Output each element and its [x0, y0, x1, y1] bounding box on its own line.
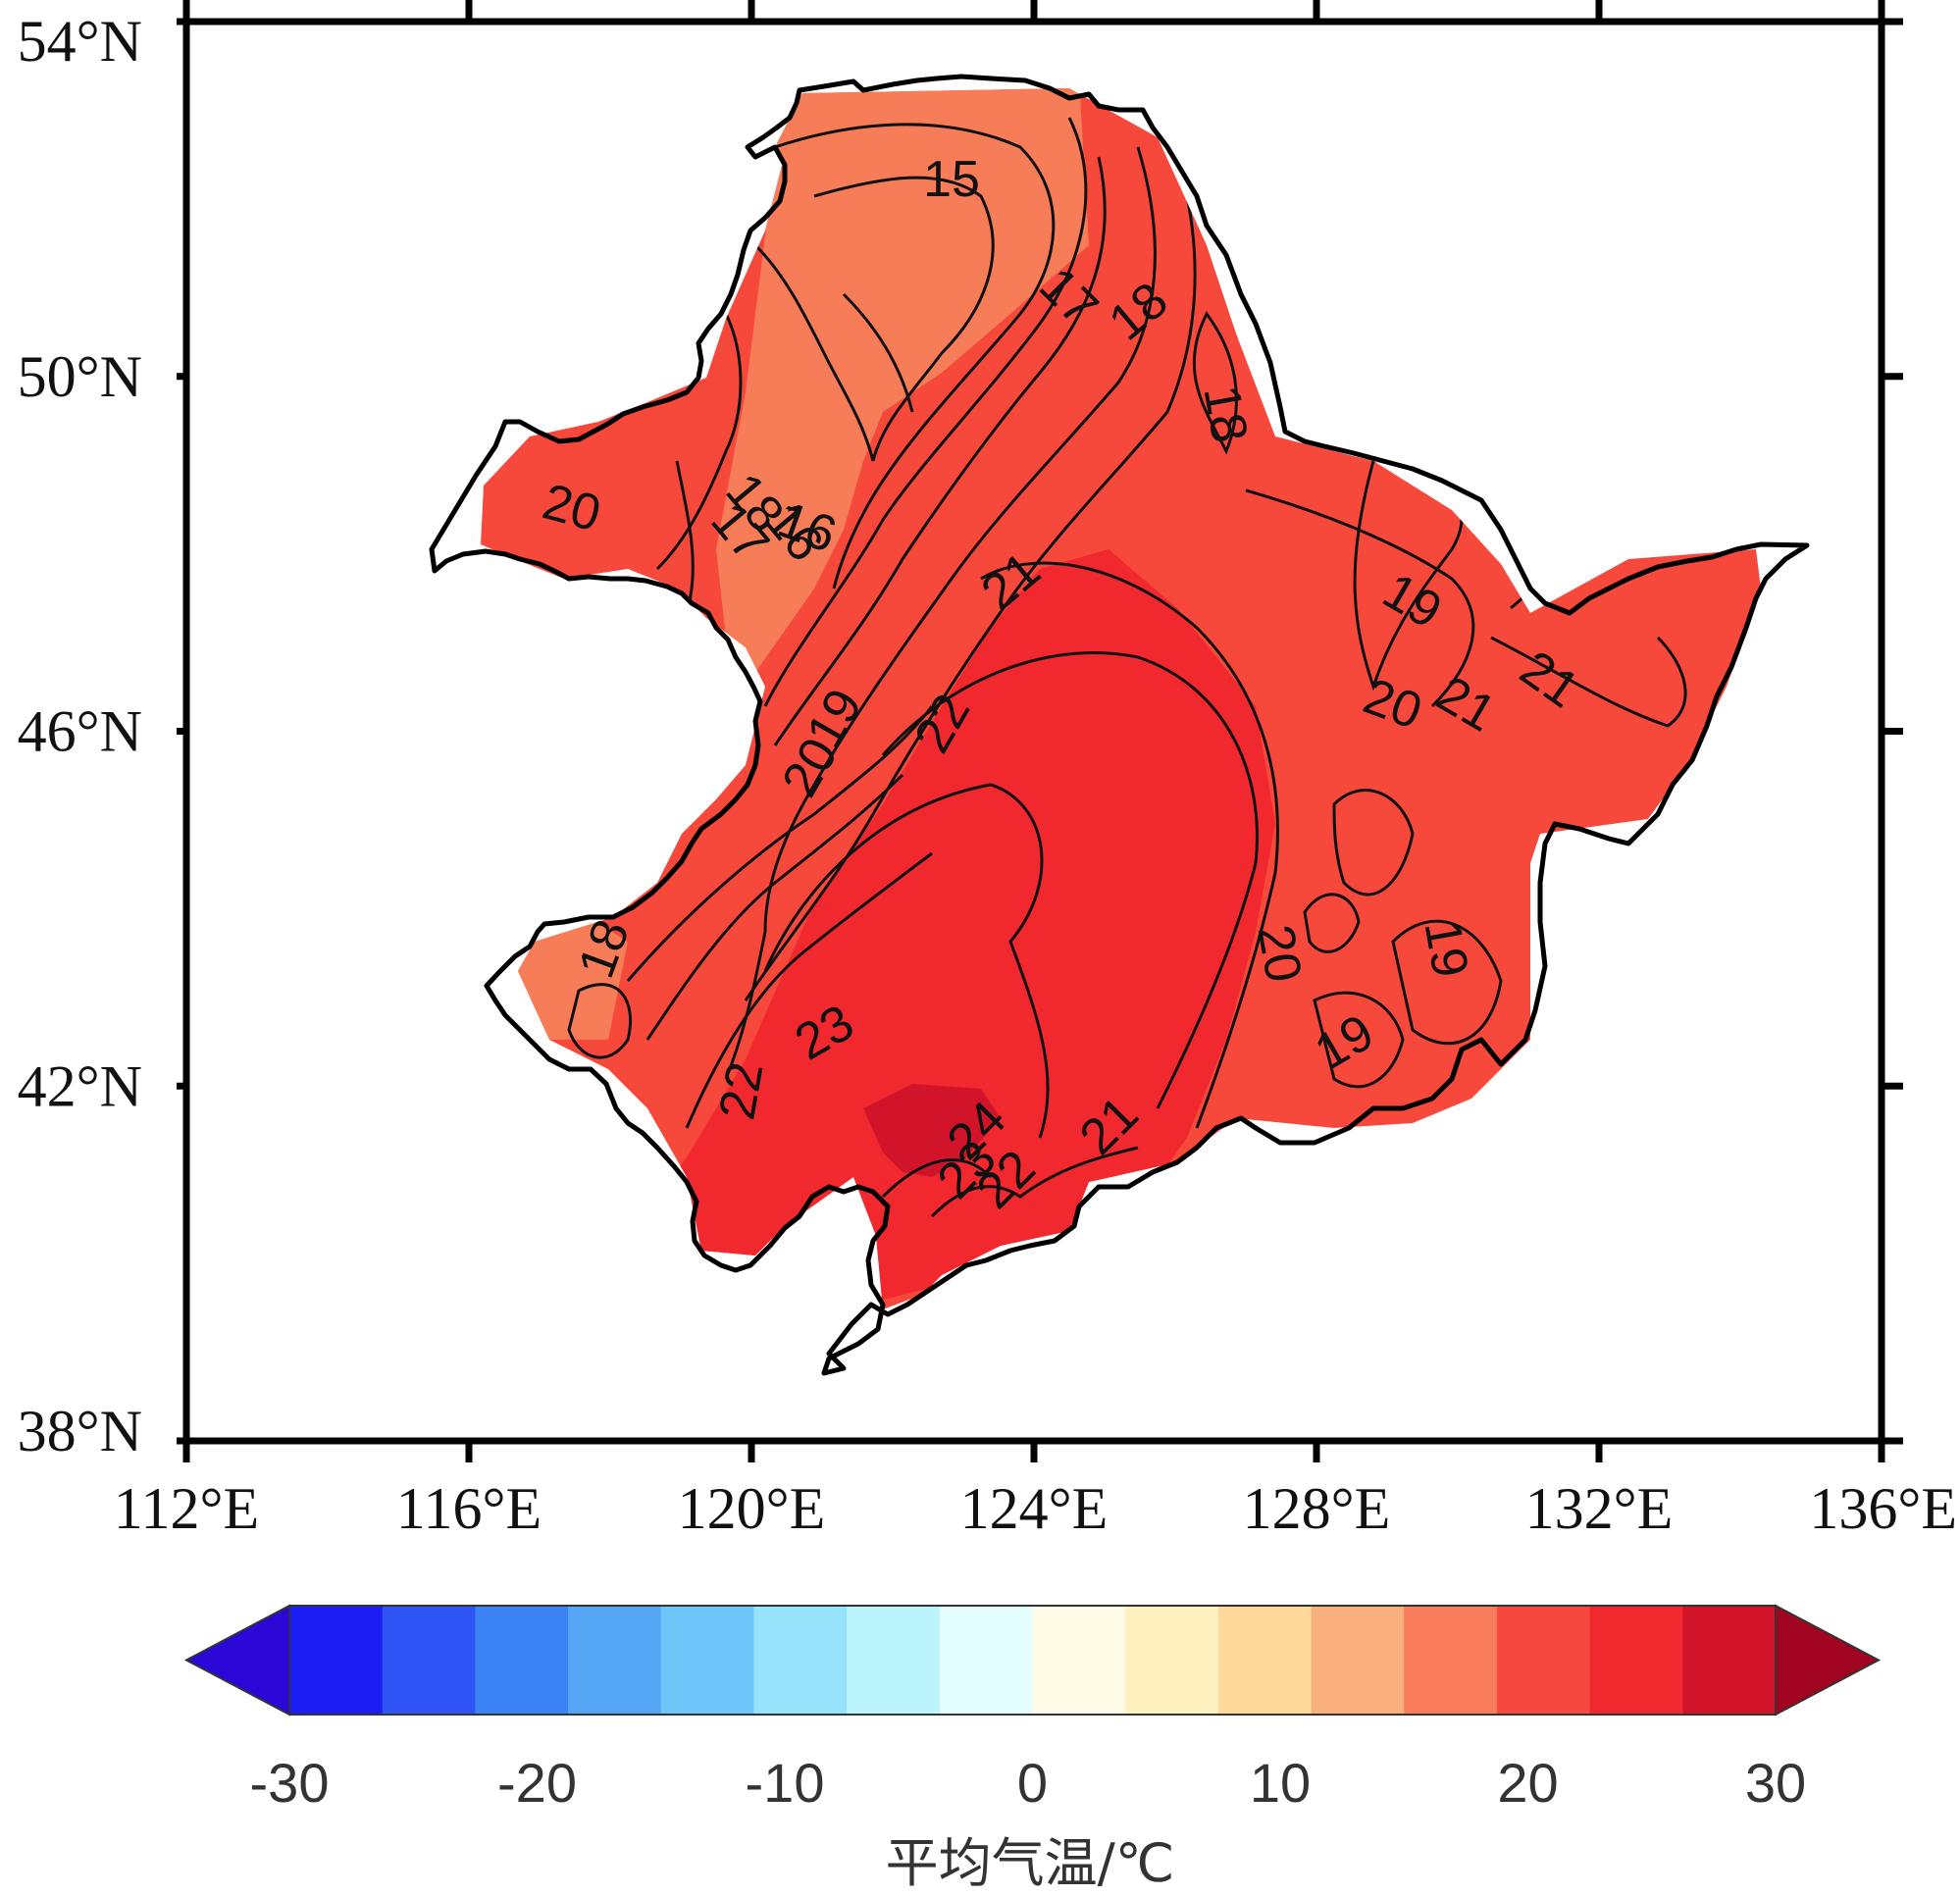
- contour-line: [744, 156, 1197, 1001]
- contour-line: [1245, 488, 1475, 708]
- contour-line: [930, 1146, 1139, 1218]
- contour-label: 15: [923, 151, 980, 208]
- contour-line: [626, 705, 934, 982]
- contour-line: [685, 851, 933, 1129]
- contour-line: [881, 1158, 993, 1199]
- contour-line: [980, 561, 1279, 1129]
- contour-line: [1490, 636, 1687, 728]
- colorbar-max-extend: [1775, 1604, 1882, 1717]
- lat-tick-label: 38°N: [18, 1399, 142, 1463]
- colorbar-tick-label: -10: [746, 1752, 825, 1814]
- colorbar-segment: [1404, 1606, 1498, 1715]
- contour-line: [842, 292, 914, 413]
- contour-line: [655, 313, 743, 571]
- lon-tick-label: 120°E: [678, 1476, 826, 1541]
- contour-line: [1391, 919, 1503, 1046]
- colorbar-title: 平均气温/℃: [886, 1832, 1175, 1894]
- lat-tick-label: 46°N: [18, 699, 142, 764]
- contour-line: [763, 117, 1088, 707]
- colorbar-segment: [1032, 1606, 1126, 1715]
- fill-cool-sw: [510, 917, 628, 1040]
- colorbar-segment: [1125, 1606, 1219, 1715]
- contour-line: [812, 146, 1157, 786]
- contour-line: [724, 784, 816, 1080]
- contour-lines: [567, 117, 1687, 1218]
- contour-line: [1332, 789, 1415, 897]
- contour-line: [645, 773, 904, 1041]
- contour-label: 22: [708, 1058, 774, 1124]
- contour-line: [567, 983, 633, 1059]
- colorbar-segment: [1311, 1606, 1405, 1715]
- axis-tick-labels: 54°N 50°N 46°N 42°N 38°N 112°E 116°E 120°E 124°E…: [18, 9, 1957, 1541]
- axis-ticks: [177, 0, 1903, 1462]
- colorbar-tick-label: -30: [250, 1752, 330, 1814]
- lon-tick-label: 136°E: [1809, 1476, 1957, 1541]
- contour-label: 18: [1192, 382, 1258, 447]
- contour-line: [881, 651, 1259, 1109]
- colorbar: -30 -20 -10 0 10 20 30: [183, 1604, 1882, 1814]
- colorbar-tick-label: -20: [497, 1752, 577, 1814]
- colorbar-min-extend: [183, 1604, 290, 1717]
- colorbar-segment: [753, 1606, 848, 1715]
- colorbar-tick-label: 10: [1250, 1752, 1311, 1814]
- colorbar-segment: [475, 1606, 569, 1715]
- region-boundary: [429, 74, 1810, 1376]
- fill-warm-core: [628, 549, 1275, 1305]
- colorbar-segment: [382, 1606, 476, 1715]
- colorbar-segment: [1682, 1606, 1777, 1715]
- colorbar-segment: [939, 1606, 1033, 1715]
- contour-line: [1313, 991, 1405, 1089]
- contour-line: [763, 783, 1050, 1139]
- colorbar-segment: [660, 1606, 754, 1715]
- lon-tick-label: 112°E: [114, 1476, 259, 1541]
- colorbar-tick-label: 0: [1017, 1752, 1048, 1814]
- fill-hot-patch: [863, 1084, 1001, 1177]
- colorbar-segment: [847, 1606, 941, 1715]
- colorbar-tick-label: 20: [1497, 1752, 1558, 1814]
- colorbar-segment: [1217, 1606, 1313, 1715]
- colorbar-segment: [289, 1606, 384, 1715]
- colorbar-segment: [568, 1606, 662, 1715]
- contour-label: 19: [1413, 916, 1478, 982]
- contour-line: [773, 156, 1107, 746]
- lon-tick-label: 132°E: [1525, 1476, 1674, 1541]
- contour-line: [1192, 311, 1238, 455]
- lon-tick-label: 128°E: [1243, 1476, 1391, 1541]
- contour-line: [753, 243, 875, 462]
- lat-tick-label: 50°N: [18, 344, 142, 409]
- contour-line: [774, 123, 1056, 589]
- colorbar-segment: [1496, 1606, 1591, 1715]
- lat-tick-label: 54°N: [18, 9, 142, 74]
- lon-tick-label: 116°E: [396, 1476, 542, 1541]
- lat-tick-label: 42°N: [18, 1053, 142, 1118]
- colorbar-border: [288, 1605, 1777, 1716]
- contour-label: 20: [1246, 921, 1312, 987]
- colorbar-tick-label: 30: [1745, 1752, 1806, 1814]
- contour-line: [1303, 893, 1361, 953]
- lon-tick-label: 124°E: [960, 1476, 1109, 1541]
- colorbar-segment: [1589, 1606, 1683, 1715]
- contour-line: [813, 176, 995, 462]
